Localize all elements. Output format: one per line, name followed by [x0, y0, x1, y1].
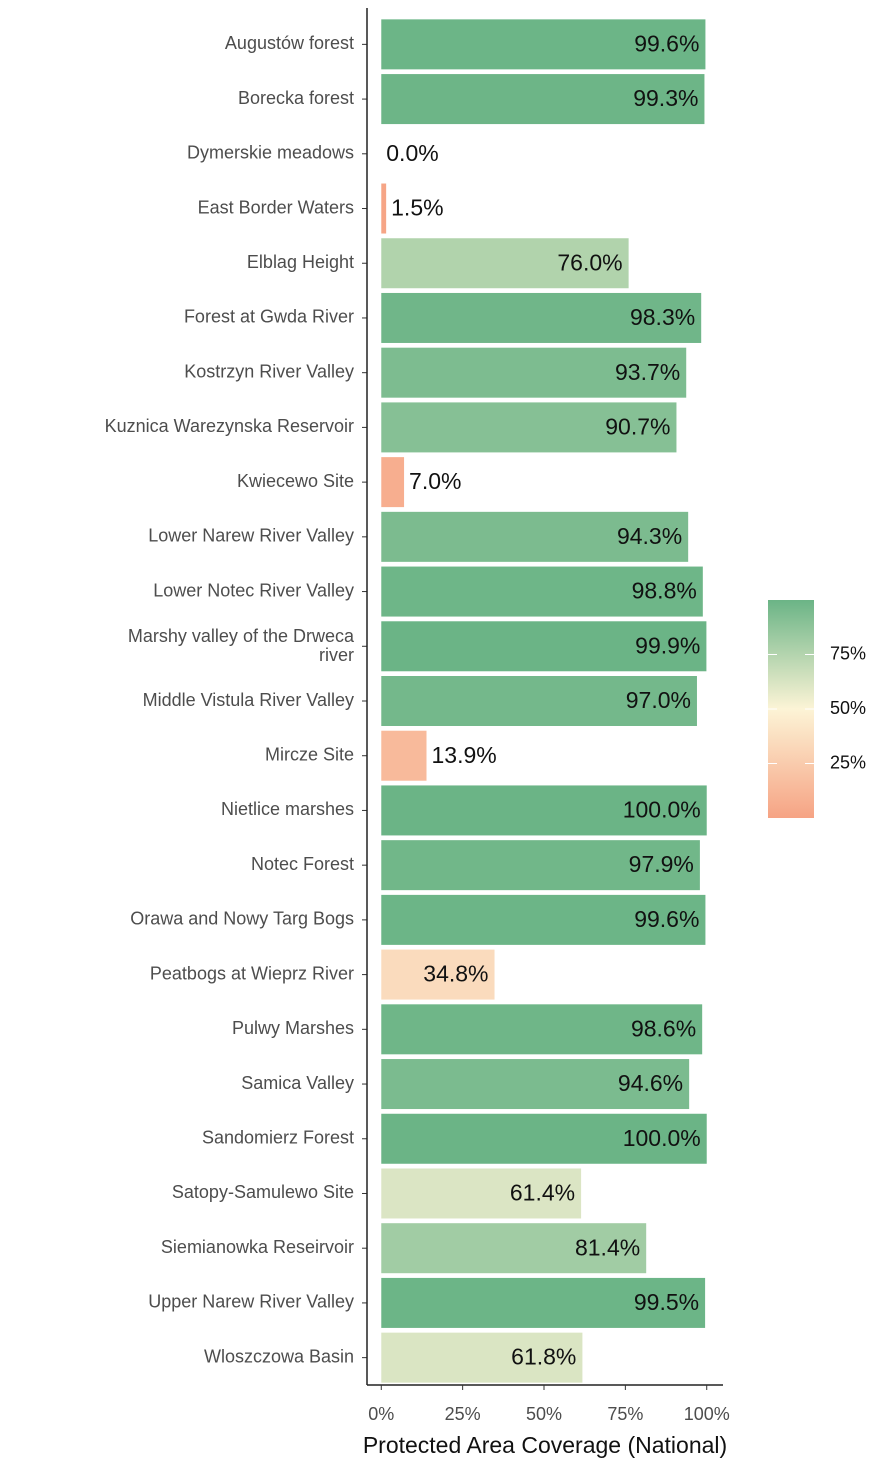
value-label: 97.0% — [626, 687, 691, 713]
x-tick-label: 0% — [368, 1404, 394, 1424]
value-label: 97.9% — [629, 851, 694, 877]
bar — [381, 1277, 706, 1328]
y-tick-label: Dymerskie meadows — [187, 143, 354, 163]
bar — [381, 238, 629, 289]
bar — [381, 457, 405, 508]
y-tick-label: Mircze Site — [265, 744, 354, 764]
bar — [381, 292, 702, 343]
y-tick-label: Samica Valley — [241, 1073, 354, 1093]
y-tick-label: Elblag Height — [247, 252, 354, 272]
bar — [381, 566, 703, 617]
bar — [381, 1168, 582, 1219]
x-tick-label: 100% — [684, 1404, 730, 1424]
value-label: 81.4% — [575, 1234, 640, 1260]
y-tick-label: Pulwy Marshes — [232, 1018, 354, 1038]
y-tick-label: Notec Forest — [251, 854, 354, 874]
y-tick-label: Augustów forest — [225, 33, 354, 53]
bar — [381, 511, 689, 562]
y-tick-label: Satopy-Samulewo Site — [172, 1182, 354, 1202]
value-label: 7.0% — [409, 468, 461, 494]
bar — [381, 183, 387, 234]
value-label: 94.6% — [618, 1070, 683, 1096]
y-tick-label: Lower Notec River Valley — [153, 580, 354, 600]
y-tick-label: Upper Narew River Valley — [148, 1292, 354, 1312]
value-label: 100.0% — [623, 1125, 701, 1151]
bar — [381, 347, 687, 398]
value-label: 90.7% — [605, 413, 670, 439]
y-tick-label: Orawa and Nowy Targ Bogs — [130, 909, 354, 929]
bar — [381, 402, 677, 453]
y-tick-label: Peatbogs at Wieprz River — [150, 963, 354, 983]
bar — [381, 19, 706, 70]
value-label: 99.5% — [634, 1289, 699, 1315]
bar — [381, 894, 706, 945]
x-axis-title: Protected Area Coverage (National) — [363, 1432, 727, 1458]
y-tick-label: Sandomierz Forest — [202, 1128, 354, 1148]
value-label: 98.6% — [631, 1015, 696, 1041]
value-label: 61.4% — [510, 1180, 575, 1206]
legend-label: 50% — [830, 698, 866, 718]
y-tick-label: Marshy valley of the Drweca river — [128, 626, 355, 665]
y-tick-label: Wloszczowa Basin — [204, 1346, 354, 1366]
x-tick-label: 75% — [607, 1404, 643, 1424]
bar — [381, 785, 707, 836]
y-tick-label: Kostrzyn River Valley — [184, 361, 354, 381]
bar — [381, 621, 707, 672]
bar — [381, 840, 700, 891]
legend-label: 75% — [830, 643, 866, 663]
bar — [381, 1059, 690, 1110]
bar — [381, 1332, 583, 1383]
x-tick-label: 25% — [445, 1404, 481, 1424]
value-label: 61.8% — [511, 1344, 576, 1370]
y-tick-label: Forest at Gwda River — [184, 307, 354, 327]
value-label: 98.8% — [632, 578, 697, 604]
y-tick-label: Kuznica Warezynska Reservoir — [105, 416, 354, 436]
bar — [381, 676, 697, 726]
legend-label: 25% — [830, 752, 866, 772]
bar — [381, 1113, 707, 1164]
bar — [381, 730, 427, 781]
value-label: 99.9% — [635, 632, 700, 658]
y-tick-label: Kwiecewo Site — [237, 471, 354, 491]
y-tick-label: Nietlice marshes — [221, 799, 354, 819]
value-label: 99.6% — [634, 30, 699, 56]
value-label: 34.8% — [423, 961, 488, 987]
value-label: 100.0% — [623, 797, 701, 823]
bar — [381, 74, 705, 125]
value-label: 93.7% — [615, 359, 680, 385]
bar — [381, 949, 495, 1000]
value-label: 94.3% — [617, 523, 682, 549]
value-label: 76.0% — [557, 249, 622, 275]
y-tick-label: Borecka forest — [238, 88, 354, 108]
bar — [381, 1004, 703, 1055]
value-label: 98.3% — [630, 304, 695, 330]
y-tick-label: Middle Vistula River Valley — [143, 690, 354, 710]
bar — [381, 1223, 647, 1274]
y-tick-label: Siemianowka Reseirvoir — [161, 1237, 354, 1257]
value-label: 13.9% — [432, 742, 497, 768]
x-tick-label: 50% — [526, 1404, 562, 1424]
value-label: 1.5% — [391, 195, 443, 221]
value-label: 99.6% — [634, 906, 699, 932]
y-tick-label: East Border Waters — [198, 197, 354, 217]
y-tick-label: Lower Narew River Valley — [148, 526, 354, 546]
value-label: 99.3% — [633, 85, 698, 111]
value-label: 0.0% — [386, 140, 438, 166]
